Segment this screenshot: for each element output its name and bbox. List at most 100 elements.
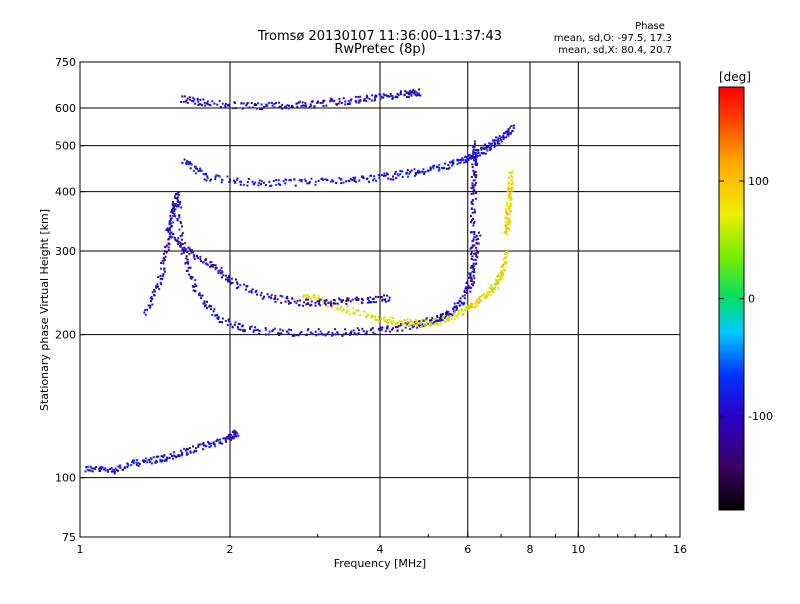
- echo-point: [278, 334, 281, 336]
- echo-point: [173, 208, 176, 211]
- echo-point: [205, 258, 207, 261]
- echo-point: [237, 286, 240, 289]
- echo-point: [473, 252, 476, 255]
- echo-point: [365, 178, 368, 181]
- echo-point: [309, 297, 312, 300]
- echo-point: [507, 217, 510, 220]
- echo-point: [255, 104, 257, 106]
- echo-point: [309, 304, 312, 307]
- echo-point: [176, 204, 179, 207]
- echo-point: [300, 179, 303, 181]
- echo-point: [194, 172, 197, 175]
- echo-point: [369, 296, 372, 299]
- echo-point: [236, 325, 239, 328]
- echo-point: [192, 169, 195, 172]
- echo-point: [174, 208, 177, 211]
- echo-point: [177, 193, 180, 196]
- echo-point: [241, 324, 244, 327]
- echo-point: [463, 302, 466, 305]
- echo-point: [181, 238, 183, 241]
- echo-point: [357, 101, 360, 104]
- echo-point: [469, 305, 472, 308]
- echo-point: [266, 104, 269, 107]
- echo-point: [219, 269, 222, 272]
- echo-point: [212, 310, 215, 313]
- echo-point: [291, 334, 294, 337]
- echo-point: [258, 329, 261, 332]
- echo-point: [368, 180, 370, 183]
- echo-point: [180, 252, 183, 255]
- echo-point: [340, 178, 343, 181]
- echo-point: [507, 182, 510, 185]
- echo-point: [230, 433, 233, 436]
- echo-point: [228, 437, 231, 440]
- echo-point: [497, 280, 500, 283]
- echo-point: [446, 312, 449, 315]
- echo-point: [474, 306, 477, 309]
- echo-point: [418, 171, 421, 174]
- echo-point: [506, 219, 509, 222]
- echo-point: [231, 325, 234, 328]
- echo-point: [202, 441, 205, 444]
- echo-point: [131, 460, 133, 463]
- echo-point: [338, 304, 341, 307]
- echo-point: [415, 173, 417, 176]
- echo-point: [312, 295, 315, 298]
- echo-point: [194, 165, 197, 168]
- echo-point: [394, 323, 397, 326]
- echo-point: [409, 170, 412, 173]
- echo-point: [510, 183, 513, 186]
- echo-point: [467, 286, 469, 289]
- echo-point: [250, 291, 253, 294]
- echo-point: [472, 224, 475, 227]
- echo-point: [375, 95, 378, 97]
- echo-point: [366, 297, 369, 299]
- echo-point: [487, 145, 490, 148]
- echo-point: [511, 176, 514, 179]
- echo-point: [462, 303, 465, 306]
- echo-point: [307, 298, 310, 301]
- echo-point: [156, 285, 159, 288]
- echo-point: [163, 267, 166, 270]
- echo-point: [484, 152, 487, 155]
- echo-point: [447, 319, 450, 322]
- echo-point: [406, 321, 409, 323]
- echo-point: [324, 334, 327, 337]
- echo-point: [89, 469, 92, 472]
- echo-point: [436, 316, 439, 319]
- echo-point: [194, 290, 197, 293]
- echo-point: [188, 249, 191, 252]
- echo-point: [374, 96, 376, 99]
- echo-point: [483, 152, 485, 155]
- echo-point: [181, 452, 184, 455]
- echo-point: [149, 306, 152, 309]
- echo-point: [335, 182, 338, 185]
- echo-point: [505, 225, 508, 228]
- echo-point: [497, 274, 500, 277]
- echo-point: [461, 295, 464, 298]
- echo-point: [181, 95, 184, 98]
- echo-point: [229, 438, 232, 440]
- echo-point: [470, 302, 473, 305]
- echo-point: [239, 183, 242, 186]
- echo-point: [217, 316, 220, 318]
- echo-point: [243, 330, 246, 333]
- echo-point: [334, 333, 337, 336]
- echo-point: [475, 246, 478, 249]
- echo-point: [297, 101, 300, 104]
- echo-point: [190, 249, 193, 252]
- echo-point: [471, 203, 474, 205]
- echo-point: [490, 145, 493, 148]
- echo-point: [368, 98, 371, 100]
- echo-point: [177, 241, 180, 244]
- echo-point: [279, 183, 282, 186]
- echo-point: [413, 92, 416, 95]
- echo-point: [250, 102, 253, 104]
- echo-point: [507, 187, 510, 190]
- echo-point: [198, 294, 200, 297]
- echo-point: [472, 153, 475, 156]
- echo-point: [112, 470, 115, 473]
- echo-point: [199, 103, 202, 106]
- echo-point: [228, 274, 231, 277]
- echo-point: [429, 168, 432, 171]
